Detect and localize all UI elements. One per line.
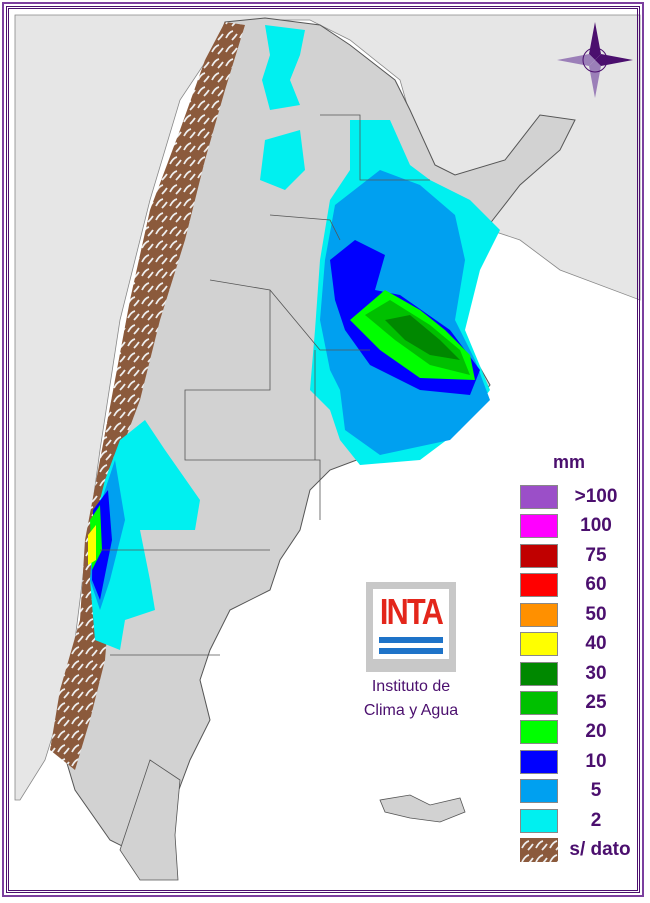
legend-label: 50 bbox=[585, 604, 607, 625]
legend-label: 75 bbox=[585, 545, 607, 566]
province-borders bbox=[100, 114, 430, 656]
legend-item: 2 bbox=[520, 809, 640, 833]
legend-item: 25 bbox=[520, 691, 640, 715]
legend-label: 2 bbox=[590, 810, 602, 831]
legend-item: 100 bbox=[520, 514, 640, 538]
legend-label: 5 bbox=[590, 780, 602, 801]
legend-unit: mm bbox=[553, 452, 586, 472]
precipitation-areas bbox=[88, 25, 500, 650]
legend-label: 20 bbox=[585, 721, 607, 742]
institute-line-2: Clima y Agua bbox=[363, 702, 459, 719]
legend-swatch bbox=[520, 809, 558, 833]
legend-swatch bbox=[520, 573, 558, 597]
legend-label: >100 bbox=[574, 486, 618, 507]
legend-swatch bbox=[520, 750, 558, 774]
legend-swatch bbox=[520, 514, 558, 538]
map-frame bbox=[6, 6, 640, 893]
legend-swatch bbox=[520, 544, 558, 568]
institute-name: Instituto de Clima y Agua bbox=[350, 675, 472, 723]
legend-label: 30 bbox=[585, 663, 607, 684]
legend-item: 50 bbox=[520, 603, 640, 627]
inta-logo: INTA bbox=[366, 582, 456, 672]
logo-stripe bbox=[379, 637, 443, 643]
legend-swatch bbox=[520, 485, 558, 509]
logo-text: INTA bbox=[379, 591, 444, 632]
legend-label: 100 bbox=[580, 515, 612, 536]
legend-item: s/ dato bbox=[520, 838, 640, 862]
legend-swatch bbox=[520, 779, 558, 803]
legend-item: 40 bbox=[520, 632, 640, 656]
legend-label: 10 bbox=[585, 751, 607, 772]
legend-item: 75 bbox=[520, 544, 640, 568]
institute-line-1: Instituto de bbox=[371, 678, 451, 695]
legend-swatch-no-data bbox=[520, 838, 558, 862]
legend-swatch bbox=[520, 720, 558, 744]
legend-item: 60 bbox=[520, 573, 640, 597]
legend-item: >100 bbox=[520, 485, 640, 509]
legend-item: 20 bbox=[520, 720, 640, 744]
legend-swatch bbox=[520, 662, 558, 686]
logo-stripe bbox=[379, 648, 443, 654]
legend-item: 30 bbox=[520, 662, 640, 686]
legend-item: 5 bbox=[520, 779, 640, 803]
legend-label: 25 bbox=[585, 692, 607, 713]
legend-swatch bbox=[520, 603, 558, 627]
malvinas-islands bbox=[379, 794, 466, 823]
legend-swatch bbox=[520, 691, 558, 715]
legend-label: s/ dato bbox=[569, 839, 631, 860]
outer-frame bbox=[2, 2, 644, 897]
legend-label: 60 bbox=[585, 574, 607, 595]
legend-label: 40 bbox=[585, 633, 607, 654]
legend-swatch bbox=[520, 632, 558, 656]
legend-item: 10 bbox=[520, 750, 640, 774]
compass-rose-icon bbox=[557, 22, 633, 98]
